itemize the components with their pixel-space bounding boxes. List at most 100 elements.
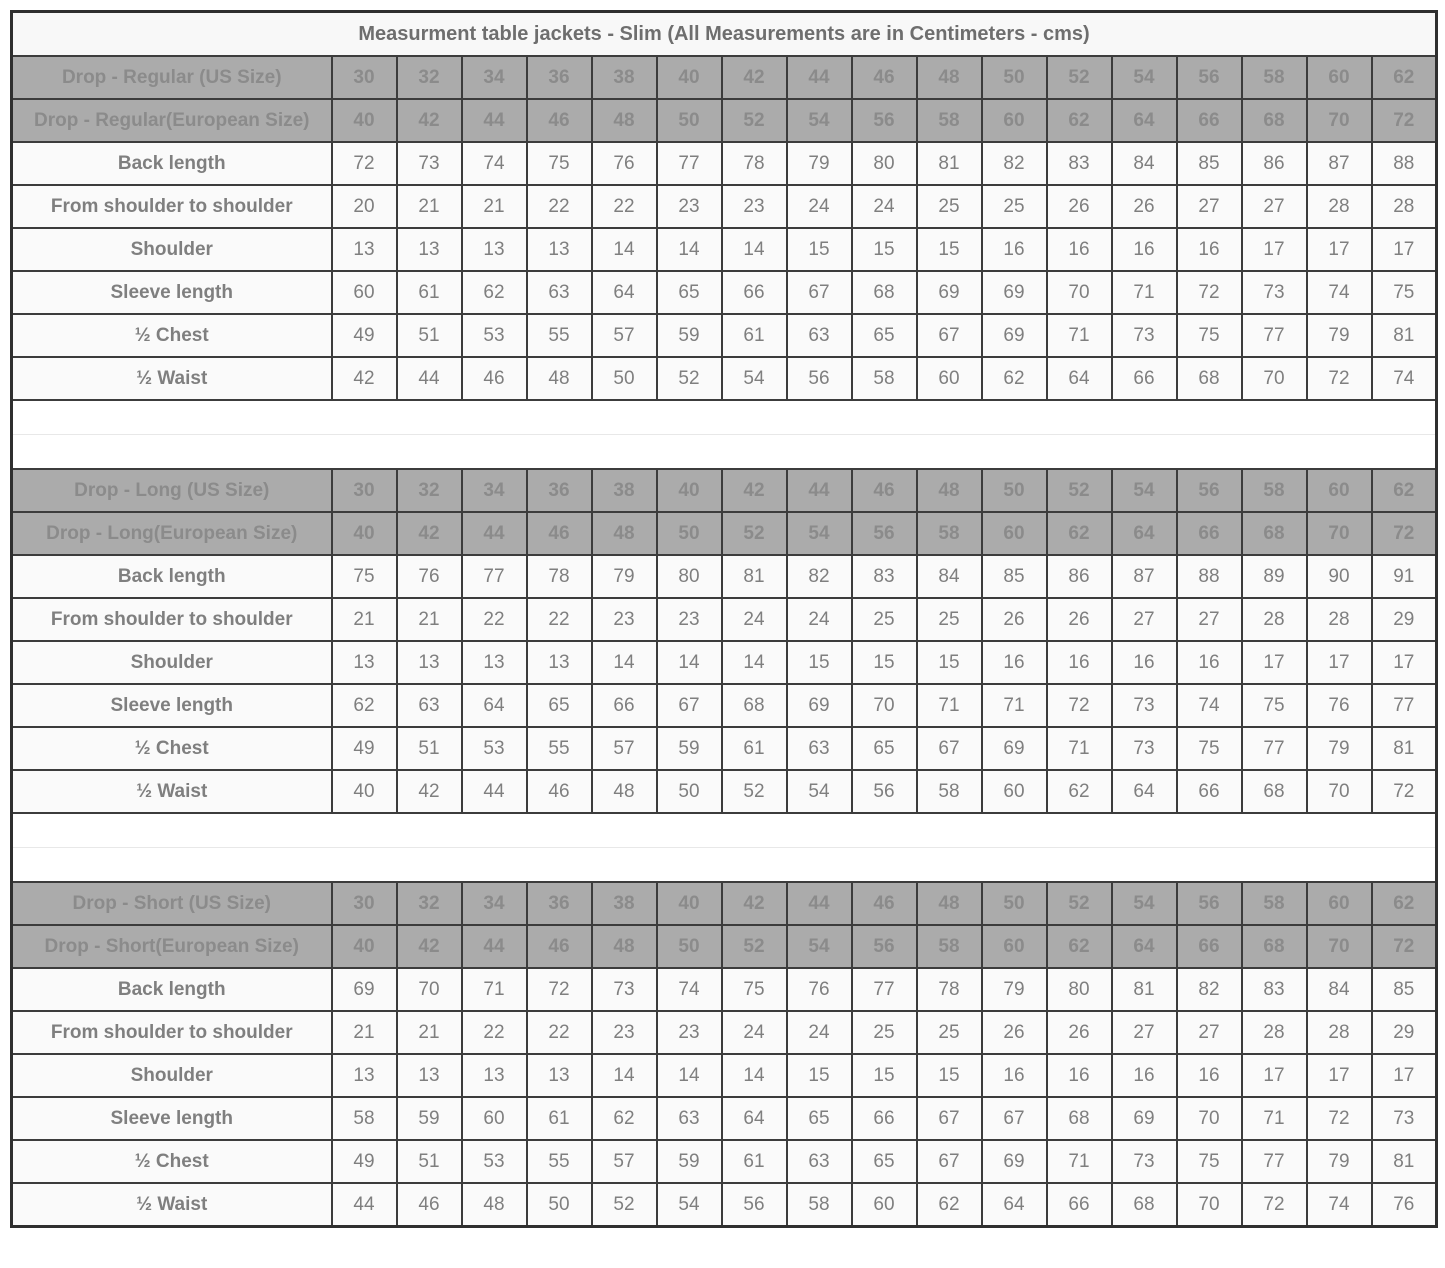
value-cell: 80: [1045, 967, 1113, 1012]
value-cell: 53: [460, 313, 528, 358]
size-header-cell: 70: [1305, 98, 1373, 143]
value-cell: 81: [1370, 1139, 1438, 1184]
value-cell: 77: [1240, 726, 1308, 771]
value-cell: 22: [460, 1010, 528, 1055]
value-cell: 13: [395, 640, 463, 685]
size-header-cell: 48: [915, 55, 983, 100]
value-cell: 66: [850, 1096, 918, 1141]
value-cell: 70: [395, 967, 463, 1012]
value-cell: 75: [1175, 1139, 1243, 1184]
value-cell: 24: [785, 597, 853, 642]
value-cell: 77: [850, 967, 918, 1012]
size-header-cell: 50: [980, 55, 1048, 100]
value-cell: 77: [655, 141, 723, 186]
value-cell: 17: [1305, 227, 1373, 272]
size-header-row-us: Drop - Long (US Size) 30 32 34 36 38 40 42 44 46 4…: [10, 468, 1438, 513]
value-cell: 70: [1240, 356, 1308, 401]
value-cell: 15: [785, 227, 853, 272]
size-header-cell: 50: [980, 881, 1048, 926]
value-cell: 13: [395, 1053, 463, 1098]
table-title-row: Measurment table jackets - Slim (All Mea…: [10, 10, 1438, 57]
value-cell: 82: [980, 141, 1048, 186]
value-cell: 48: [460, 1182, 528, 1228]
row-label-cell: ½ Chest: [10, 726, 333, 771]
value-cell: 67: [980, 1096, 1048, 1141]
value-cell: 79: [1305, 313, 1373, 358]
row-label-cell: Back length: [10, 967, 333, 1012]
size-header-cell: 66: [1175, 98, 1243, 143]
size-header-cell: 62: [1045, 924, 1113, 969]
value-cell: 65: [850, 726, 918, 771]
value-cell: 15: [915, 640, 983, 685]
measurement-row: ½ Chest 49 51 53 55 57 59 61 63 65 67 69 71 73 75 77 79 8…: [10, 1139, 1438, 1184]
value-cell: 16: [1045, 1053, 1113, 1098]
size-header-cell: 52: [1045, 468, 1113, 513]
value-cell: 63: [395, 683, 463, 728]
row-label-cell: Sleeve length: [10, 270, 333, 315]
value-cell: 86: [1240, 141, 1308, 186]
value-cell: 68: [1240, 769, 1308, 814]
value-cell: 69: [785, 683, 853, 728]
value-cell: 68: [1110, 1182, 1178, 1228]
row-label-cell: From shoulder to shoulder: [10, 1010, 333, 1055]
measurement-row: ½ Chest 49 51 53 55 57 59 61 63 65 67 69 71 73 75 77 79 8…: [10, 726, 1438, 771]
value-cell: 24: [785, 184, 853, 229]
value-cell: 70: [1045, 270, 1113, 315]
value-cell: 69: [915, 270, 983, 315]
value-cell: 82: [1175, 967, 1243, 1012]
size-header-cell: 64: [1110, 511, 1178, 556]
value-cell: 75: [1175, 313, 1243, 358]
value-cell: 48: [525, 356, 593, 401]
value-cell: 72: [1370, 769, 1438, 814]
value-cell: 16: [1110, 1053, 1178, 1098]
value-cell: 25: [850, 597, 918, 642]
value-cell: 73: [1110, 1139, 1178, 1184]
measurement-table: Measurment table jackets - Slim (All Mea…: [10, 10, 1439, 1228]
value-cell: 71: [980, 683, 1048, 728]
value-cell: 59: [395, 1096, 463, 1141]
size-header-cell: 62: [1045, 511, 1113, 556]
value-cell: 61: [395, 270, 463, 315]
value-cell: 67: [915, 313, 983, 358]
section-spacer-row: [11, 399, 1437, 435]
value-cell: 54: [720, 356, 788, 401]
value-cell: 17: [1370, 640, 1438, 685]
value-cell: 76: [1305, 683, 1373, 728]
value-cell: 62: [460, 270, 528, 315]
value-cell: 71: [915, 683, 983, 728]
value-cell: 79: [1305, 726, 1373, 771]
size-header-cell: 36: [525, 881, 593, 926]
size-header-cell: 36: [525, 468, 593, 513]
value-cell: 75: [1370, 270, 1438, 315]
value-cell: 48: [590, 769, 658, 814]
value-cell: 74: [655, 967, 723, 1012]
value-cell: 28: [1305, 184, 1373, 229]
size-header-row-eu: Drop - Regular(European Size) 40 42 44 46 48 5…: [10, 98, 1438, 143]
size-header-cell: 50: [655, 924, 723, 969]
value-cell: 87: [1110, 554, 1178, 599]
size-header-cell: 52: [1045, 55, 1113, 100]
value-cell: 20: [330, 184, 398, 229]
value-cell: 40: [330, 769, 398, 814]
size-header-cell: 72: [1370, 511, 1438, 556]
size-header-cell: 60: [1305, 881, 1373, 926]
value-cell: 50: [525, 1182, 593, 1228]
measurement-row: Back length 72 73 74 75 76 77 78 79 80 81 82 83 84 85 8…: [10, 141, 1438, 186]
value-cell: 77: [1370, 683, 1438, 728]
value-cell: 73: [590, 967, 658, 1012]
value-cell: 25: [980, 184, 1048, 229]
value-cell: 64: [980, 1182, 1048, 1228]
value-cell: 76: [395, 554, 463, 599]
size-header-cell: 54: [1110, 468, 1178, 513]
value-cell: 91: [1370, 554, 1438, 599]
value-cell: 76: [785, 967, 853, 1012]
value-cell: 66: [1110, 356, 1178, 401]
measurement-row: Back length 69 70 71 72 73 74 75 76 77 78 79 80 81 82 8…: [10, 967, 1438, 1012]
value-cell: 49: [330, 1139, 398, 1184]
value-cell: 27: [1110, 1010, 1178, 1055]
value-cell: 58: [850, 356, 918, 401]
value-cell: 76: [1370, 1182, 1438, 1228]
value-cell: 65: [655, 270, 723, 315]
value-cell: 72: [1305, 356, 1373, 401]
value-cell: 74: [1305, 270, 1373, 315]
